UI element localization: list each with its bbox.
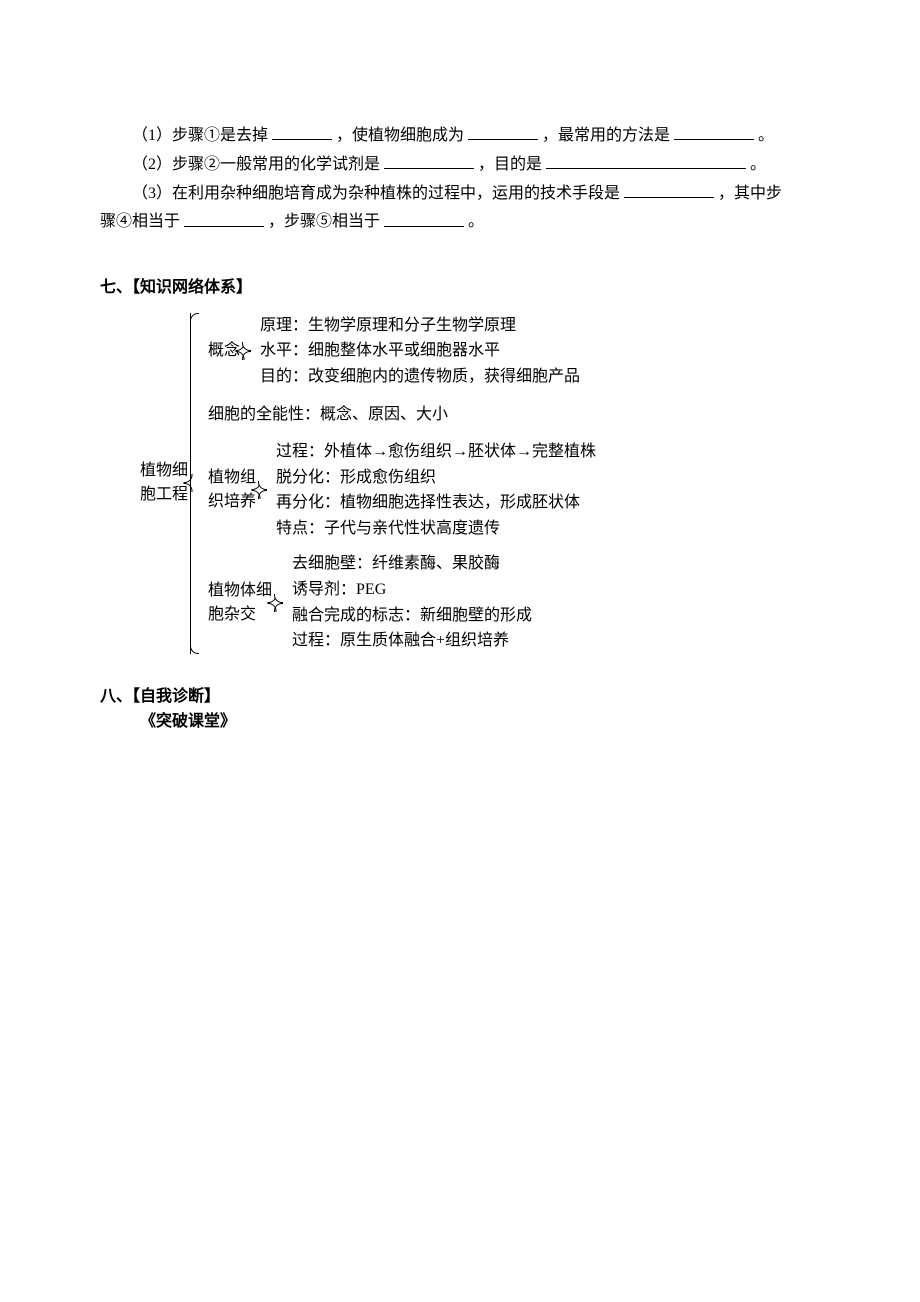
leaf: 诱导剂：PEG (292, 577, 532, 603)
q3-mid1: ，其中步 (718, 185, 782, 202)
leaf: 再分化：植物细胞选择性表达，形成胚状体 (276, 490, 596, 516)
q3-line1: （3）在利用杂种细胞培育成为杂种植株的过程中，运用的技术手段是 ，其中步 (100, 178, 820, 207)
knowledge-tree: 植物细胞工程 概念 原理：生物学原理和分子生物学原理 水平：细胞整体水平或细胞器… (140, 313, 820, 654)
blank (272, 120, 332, 140)
section8-title: 八、【自我诊断】 (100, 684, 820, 710)
somatic-hybrid-branch: 植物体细胞杂交 去细胞壁：纤维素酶、果胶酶 诱导剂：PEG 融合完成的标志：新细… (208, 551, 596, 653)
q3-prefix: （3）在利用杂种细胞培育成为杂种植株的过程中，运用的技术手段是 (132, 185, 620, 202)
concept-leaves: 原理：生物学原理和分子生物学原理 水平：细胞整体水平或细胞器水平 目的：改变细胞… (260, 313, 580, 390)
leaf: 融合完成的标志：新细胞壁的形成 (292, 603, 532, 629)
blank (184, 206, 264, 226)
section8: 八、【自我诊断】 《突破课堂》 (100, 684, 820, 735)
blank (674, 120, 754, 140)
somatic-hybrid-leaves: 去细胞壁：纤维素酶、果胶酶 诱导剂：PEG 融合完成的标志：新细胞壁的形成 过程… (292, 551, 532, 653)
q1-prefix: （1）步骤①是去掉 (132, 127, 268, 144)
q1-mid2: ，最常用的方法是 (542, 127, 670, 144)
leaf: 特点：子代与亲代性状高度遗传 (276, 516, 596, 542)
leaf: 水平：细胞整体水平或细胞器水平 (260, 338, 580, 364)
leaf: 过程：原生质体融合+组织培养 (292, 628, 532, 654)
section8-sub: 《突破课堂》 (100, 709, 820, 735)
q3-line2: 骤④相当于 ，步骤⑤相当于 。 (100, 206, 820, 235)
q2-mid: ，目的是 (478, 156, 542, 173)
q1-line: （1）步骤①是去掉 ，使植物细胞成为 ，最常用的方法是 。 (100, 120, 820, 149)
q1-mid1: ，使植物细胞成为 (336, 127, 468, 144)
leaf: 过程：外植体→愈伤组织→胚状体→完整植株 (276, 439, 596, 465)
blank (384, 206, 464, 226)
q2-end: 。 (750, 156, 766, 173)
q3-end: 。 (468, 214, 484, 231)
leaf: 目的：改变细胞内的遗传物质，获得细胞产品 (260, 364, 580, 390)
brace-icon (190, 313, 204, 654)
somatic-hybrid-label: 植物体细胞杂交 (208, 579, 274, 627)
q3-line2-prefix: 骤④相当于 (100, 214, 180, 231)
q2-line: （2）步骤②一般常用的化学试剂是 ，目的是 。 (100, 149, 820, 178)
blank (546, 149, 746, 169)
section7-title: 七、【知识网络体系】 (100, 275, 820, 301)
tissue-culture-leaves: 过程：外植体→愈伤组织→胚状体→完整植株 脱分化：形成愈伤组织 再分化：植物细胞… (276, 439, 596, 541)
leaf: 去细胞壁：纤维素酶、果胶酶 (292, 551, 532, 577)
concept-branch: 概念 原理：生物学原理和分子生物学原理 水平：细胞整体水平或细胞器水平 目的：改… (208, 313, 596, 390)
q2-prefix: （2）步骤②一般常用的化学试剂是 (132, 156, 380, 173)
blank (384, 149, 474, 169)
level1-children: 概念 原理：生物学原理和分子生物学原理 水平：细胞整体水平或细胞器水平 目的：改… (208, 313, 596, 654)
blank (468, 120, 538, 140)
question-block: （1）步骤①是去掉 ，使植物细胞成为 ，最常用的方法是 。 （2）步骤②一般常用… (100, 120, 820, 235)
q1-end: 。 (758, 127, 774, 144)
q3-mid2: ，步骤⑤相当于 (268, 214, 380, 231)
blank (624, 178, 714, 198)
tissue-culture-branch: 植物组织培养 过程：外植体→愈伤组织→胚状体→完整植株 脱分化：形成愈伤组织 再… (208, 439, 596, 541)
leaf: 原理：生物学原理和分子生物学原理 (260, 313, 580, 339)
leaf: 脱分化：形成愈伤组织 (276, 465, 596, 491)
totipotency-leaf: 细胞的全能性：概念、原因、大小 (208, 400, 596, 430)
